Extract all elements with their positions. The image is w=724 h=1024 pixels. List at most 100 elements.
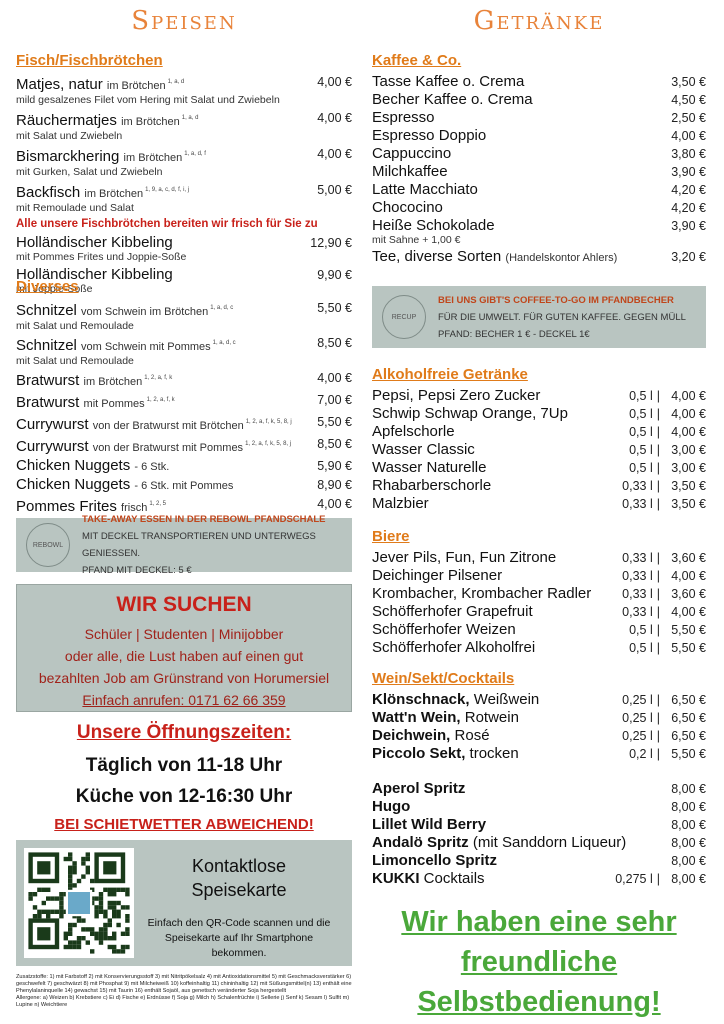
qr-module [107, 944, 112, 950]
item-price: 4,00 € [317, 371, 352, 385]
item-name: Tasse Kaffee o. Crema [372, 73, 525, 90]
menu-item: Espresso 2,50 € [372, 109, 706, 127]
item-price: 5,00 € [317, 183, 352, 197]
item-text: Chicken Nuggets - 6 Stk. [16, 457, 169, 476]
item-detail: trocken [469, 745, 519, 762]
qr-module [68, 865, 73, 870]
job-phone[interactable]: Einfach anrufen: 0171 62 66 359 [82, 692, 286, 708]
item-price-block: 0,25 l 6,50 € [610, 691, 706, 709]
qr-module [46, 909, 51, 914]
menu-section: Kaffee & Co. Tasse Kaffee o. Crema 3,50 € B… [372, 52, 706, 267]
item-text: Aperol Spritz [372, 780, 465, 798]
qr-module [68, 883, 73, 888]
item-text: Deichwein, Rosé [372, 727, 490, 745]
item-volume: 0,275 l [610, 870, 660, 888]
item-volume: 0,25 l [610, 727, 660, 745]
qr-module [107, 900, 112, 906]
item-price: 3,50 € [671, 479, 706, 493]
item-price-block: 5,50 € [306, 299, 352, 317]
item-name-line: Chicken Nuggets - 6 Stk. [16, 457, 169, 476]
drinks-heading: Getränke [473, 6, 605, 36]
qr-module [32, 892, 38, 897]
qr-module [94, 931, 99, 936]
item-volume: 0,5 l [610, 423, 660, 441]
qr-module [107, 918, 112, 923]
menu-item: Espresso Doppio 4,00 € [372, 127, 706, 145]
item-text: Schwip Schwap Orange, 7Up [372, 405, 568, 423]
qr-module [63, 944, 68, 950]
item-name-line: Schöfferhofer Weizen [372, 621, 516, 639]
item-text: Espresso Doppio [372, 127, 486, 145]
item-detail: - 6 Stk. [134, 461, 170, 473]
item-price: 8,00 € [671, 854, 706, 868]
item-price: 4,50 € [671, 93, 706, 107]
qr-module [125, 887, 130, 892]
item-text: Watt'n Wein, Rotwein [372, 709, 519, 727]
item-name: Matjes, natur [16, 76, 103, 93]
qr-module [59, 892, 64, 897]
item-name: Latte Macchiato [372, 181, 478, 198]
item-volume: 0,5 l [610, 405, 660, 423]
qr-module [90, 931, 95, 936]
item-detail: im Brötchen [84, 188, 144, 200]
qr-module [112, 900, 117, 906]
item-price: 5,50 € [671, 641, 706, 655]
qr-module [94, 914, 99, 919]
menu-item: KUKKI Cocktails 0,275 l 8,00 € [372, 870, 706, 888]
allergen-codes: 1, a, d, c [210, 305, 234, 311]
banner-line: TAKE-AWAY ESSEN IN DER REBOWL PFANDSCHAL… [82, 514, 326, 525]
item-name: Pommes Frites [16, 498, 117, 515]
item-name-line: Jever Pils, Fun, Fun Zitrone [372, 549, 556, 567]
item-price: 6,50 € [671, 693, 706, 707]
banner-line: BEI UNS GIBT'S COFFEE-TO-GO IM PFANDBECH… [438, 294, 674, 306]
item-price-block: 2,50 € [660, 109, 706, 127]
item-name: Schöfferhofer Weizen [372, 621, 516, 638]
item-name-line: Bratwurst im Brötchen 1, 2, a, f, k [16, 369, 172, 391]
item-name: Deichwein, [372, 727, 451, 744]
recup-banner: RECUP BEI UNS GIBT'S COFFEE-TO-GO IM PFAN… [372, 286, 706, 348]
item-name-line: Matjes, natur im Brötchen 1, a, d [16, 73, 280, 95]
item-volume: 0,5 l [610, 621, 660, 639]
item-text: Klönschnack, Weißwein [372, 691, 539, 709]
item-price-block: 8,00 € [660, 780, 706, 798]
item-name: Wasser Naturelle [372, 459, 487, 476]
item-price: 8,00 € [671, 800, 706, 814]
item-name-line: Schöfferhofer Grapefruit [372, 603, 533, 621]
item-name-line: Klönschnack, Weißwein [372, 691, 539, 709]
qr-module [98, 905, 104, 910]
menu-item: Hugo 8,00 € [372, 798, 706, 816]
item-text: Schöfferhofer Weizen [372, 621, 516, 639]
menu-item: Schnitzel vom Schwein im Brötchen 1, a, d… [16, 299, 352, 334]
item-detail: im Brötchen [83, 376, 143, 388]
qr-module [68, 944, 73, 950]
section-title: Biere [372, 528, 410, 545]
item-price: 8,90 € [317, 478, 352, 492]
item-name: Tee, diverse Sorten [372, 248, 502, 265]
item-volume: 0,33 l [610, 495, 660, 513]
item-name-line: Schnitzel vom Schwein im Brötchen 1, a, d… [16, 299, 233, 321]
item-price-block: 0,5 l 4,00 € [610, 387, 706, 405]
qr-module [112, 887, 117, 892]
qr-module [32, 914, 38, 919]
item-name: Schöfferhofer Grapefruit [372, 603, 533, 620]
qr-module [37, 914, 42, 919]
qr-code[interactable] [24, 848, 134, 958]
qr-module [72, 914, 77, 919]
item-text: Schnitzel vom Schwein im Brötchen 1, a, d… [16, 299, 233, 334]
item-price: 5,50 € [317, 415, 352, 429]
qr-module [46, 896, 51, 901]
item-detail: Cocktails [423, 870, 485, 887]
item-detail: - 6 Stk. mit Pommes [134, 480, 234, 492]
qr-module [81, 927, 86, 932]
job-title: WIR SUCHEN [116, 593, 252, 616]
qr-module [85, 940, 90, 945]
banner-line: FÜR DIE UMWELT. FÜR GUTEN KAFFEE. GEGEN … [438, 311, 686, 323]
item-detail: mit Pommes [83, 398, 145, 410]
menu-item: Bismarckhering im Brötchen 1, a, d, f mit … [16, 145, 352, 180]
qr-module [112, 905, 117, 910]
menu-item: Schwip Schwap Orange, 7Up 0,5 l 4,00 € [372, 405, 706, 423]
item-price-block: 0,33 l 4,00 € [610, 567, 706, 585]
qr-module [63, 931, 68, 936]
item-detail: von der Bratwurst mit Brötchen [92, 420, 244, 432]
qr-module [68, 870, 73, 875]
